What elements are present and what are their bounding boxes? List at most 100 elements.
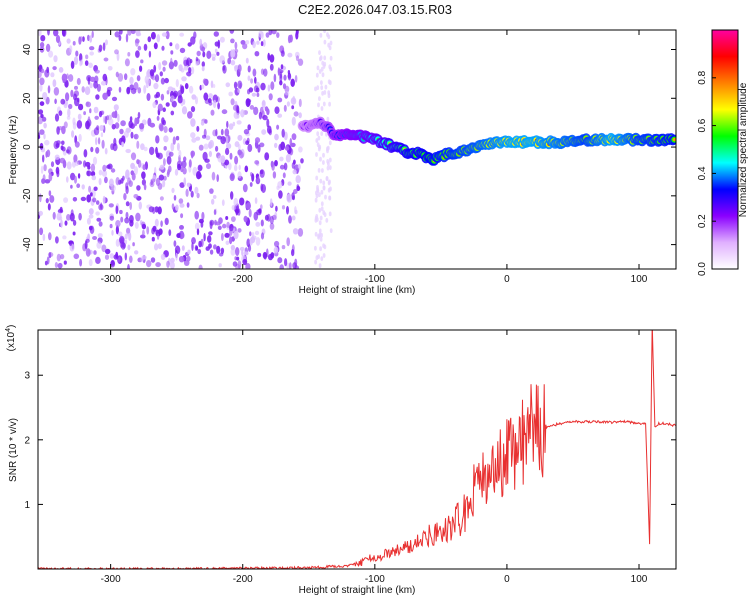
noise-blob bbox=[86, 217, 91, 225]
ridge-core bbox=[672, 138, 676, 142]
noise-blob bbox=[152, 101, 157, 109]
noise-blob bbox=[186, 202, 190, 208]
noise-blob bbox=[170, 50, 174, 55]
noise-blob bbox=[89, 82, 93, 89]
noise-blob bbox=[74, 97, 80, 107]
noise-blob bbox=[79, 258, 83, 267]
noise-blob bbox=[81, 184, 85, 190]
noise-blob bbox=[124, 252, 128, 261]
noise-blob bbox=[289, 138, 293, 147]
noise-blob bbox=[68, 74, 74, 82]
noise-blob bbox=[93, 106, 99, 114]
noise-blob bbox=[159, 71, 163, 77]
x-tick-label: -300 bbox=[101, 274, 121, 285]
noise-blob bbox=[148, 50, 152, 58]
noise-blob bbox=[55, 35, 61, 43]
noise-blob bbox=[283, 104, 287, 112]
noise-blob bbox=[183, 156, 187, 162]
noise-blob bbox=[38, 109, 44, 115]
colorbar-tick-label: 0.2 bbox=[697, 214, 708, 228]
colorbar-tick-label: 0.6 bbox=[697, 118, 708, 132]
noise-blob bbox=[127, 264, 130, 269]
noise-blob bbox=[321, 72, 325, 78]
x-tick-label: -200 bbox=[233, 274, 253, 285]
noise-blob bbox=[150, 257, 156, 263]
noise-blob bbox=[289, 34, 293, 43]
noise-blob bbox=[138, 201, 142, 210]
noise-blob bbox=[181, 106, 188, 115]
noise-blob bbox=[175, 43, 180, 50]
noise-blob bbox=[110, 168, 116, 173]
noise-blob bbox=[210, 109, 215, 116]
noise-blob bbox=[247, 244, 252, 252]
noise-blob bbox=[154, 74, 160, 83]
noise-blob bbox=[115, 205, 119, 215]
noise-blob bbox=[128, 231, 132, 241]
noise-blob bbox=[201, 84, 205, 90]
noise-blob bbox=[96, 241, 102, 249]
noise-blob bbox=[205, 135, 211, 141]
noise-blob bbox=[130, 68, 136, 76]
noise-blob bbox=[319, 236, 323, 242]
noise-blob bbox=[159, 124, 164, 132]
noise-blob bbox=[54, 113, 60, 122]
noise-blob bbox=[185, 188, 189, 197]
noise-blob bbox=[318, 69, 322, 74]
noise-blob bbox=[86, 75, 92, 82]
noise-blob bbox=[134, 38, 139, 47]
noise-blob bbox=[39, 142, 44, 150]
noise-blob bbox=[228, 123, 234, 130]
noise-blob bbox=[60, 98, 66, 105]
noise-blob bbox=[213, 31, 219, 37]
y-tick-label: -40 bbox=[22, 237, 33, 252]
noise-blob bbox=[202, 134, 207, 139]
noise-blob bbox=[92, 156, 98, 165]
noise-blob bbox=[247, 65, 251, 73]
noise-blob bbox=[279, 264, 284, 269]
noise-blob bbox=[93, 127, 100, 136]
noise-blob bbox=[320, 232, 323, 238]
noise-blob bbox=[329, 55, 333, 61]
noise-blob bbox=[233, 81, 238, 90]
spectrogram-background bbox=[38, 30, 676, 269]
noise-blob bbox=[251, 92, 257, 97]
noise-blob bbox=[243, 129, 250, 135]
noise-blob bbox=[326, 146, 329, 152]
noise-blob bbox=[153, 64, 157, 73]
noise-blob bbox=[127, 177, 131, 185]
noise-blob bbox=[163, 175, 167, 181]
noise-blob bbox=[257, 144, 261, 153]
noise-blob bbox=[287, 52, 293, 58]
noise-blob bbox=[288, 262, 292, 269]
noise-blob bbox=[98, 204, 104, 211]
noise-blob bbox=[115, 177, 120, 186]
noise-blob bbox=[230, 98, 235, 106]
noise-blob bbox=[142, 229, 145, 237]
noise-blob bbox=[273, 73, 277, 83]
noise-blob bbox=[134, 250, 139, 255]
noise-blob bbox=[205, 246, 210, 251]
noise-blob bbox=[292, 169, 297, 175]
noise-blob bbox=[239, 151, 244, 159]
noise-blob bbox=[40, 68, 45, 74]
noise-blob bbox=[317, 135, 321, 141]
noise-blob bbox=[136, 185, 141, 191]
noise-blob bbox=[318, 96, 321, 101]
noise-blob bbox=[113, 254, 119, 260]
noise-blob bbox=[79, 36, 84, 42]
noise-blob bbox=[260, 41, 264, 47]
noise-blob bbox=[265, 32, 270, 38]
noise-blob bbox=[322, 180, 326, 186]
noise-blob bbox=[153, 42, 158, 50]
noise-blob bbox=[170, 110, 175, 116]
noise-blob bbox=[57, 208, 64, 214]
noise-blob bbox=[161, 45, 165, 51]
noise-blob bbox=[183, 177, 187, 186]
noise-blob bbox=[290, 97, 297, 105]
noise-blob bbox=[256, 40, 260, 45]
noise-blob bbox=[84, 60, 89, 66]
noise-blob bbox=[117, 231, 123, 237]
noise-blob bbox=[157, 243, 162, 250]
noise-blob bbox=[190, 150, 195, 157]
noise-blob bbox=[104, 254, 110, 260]
